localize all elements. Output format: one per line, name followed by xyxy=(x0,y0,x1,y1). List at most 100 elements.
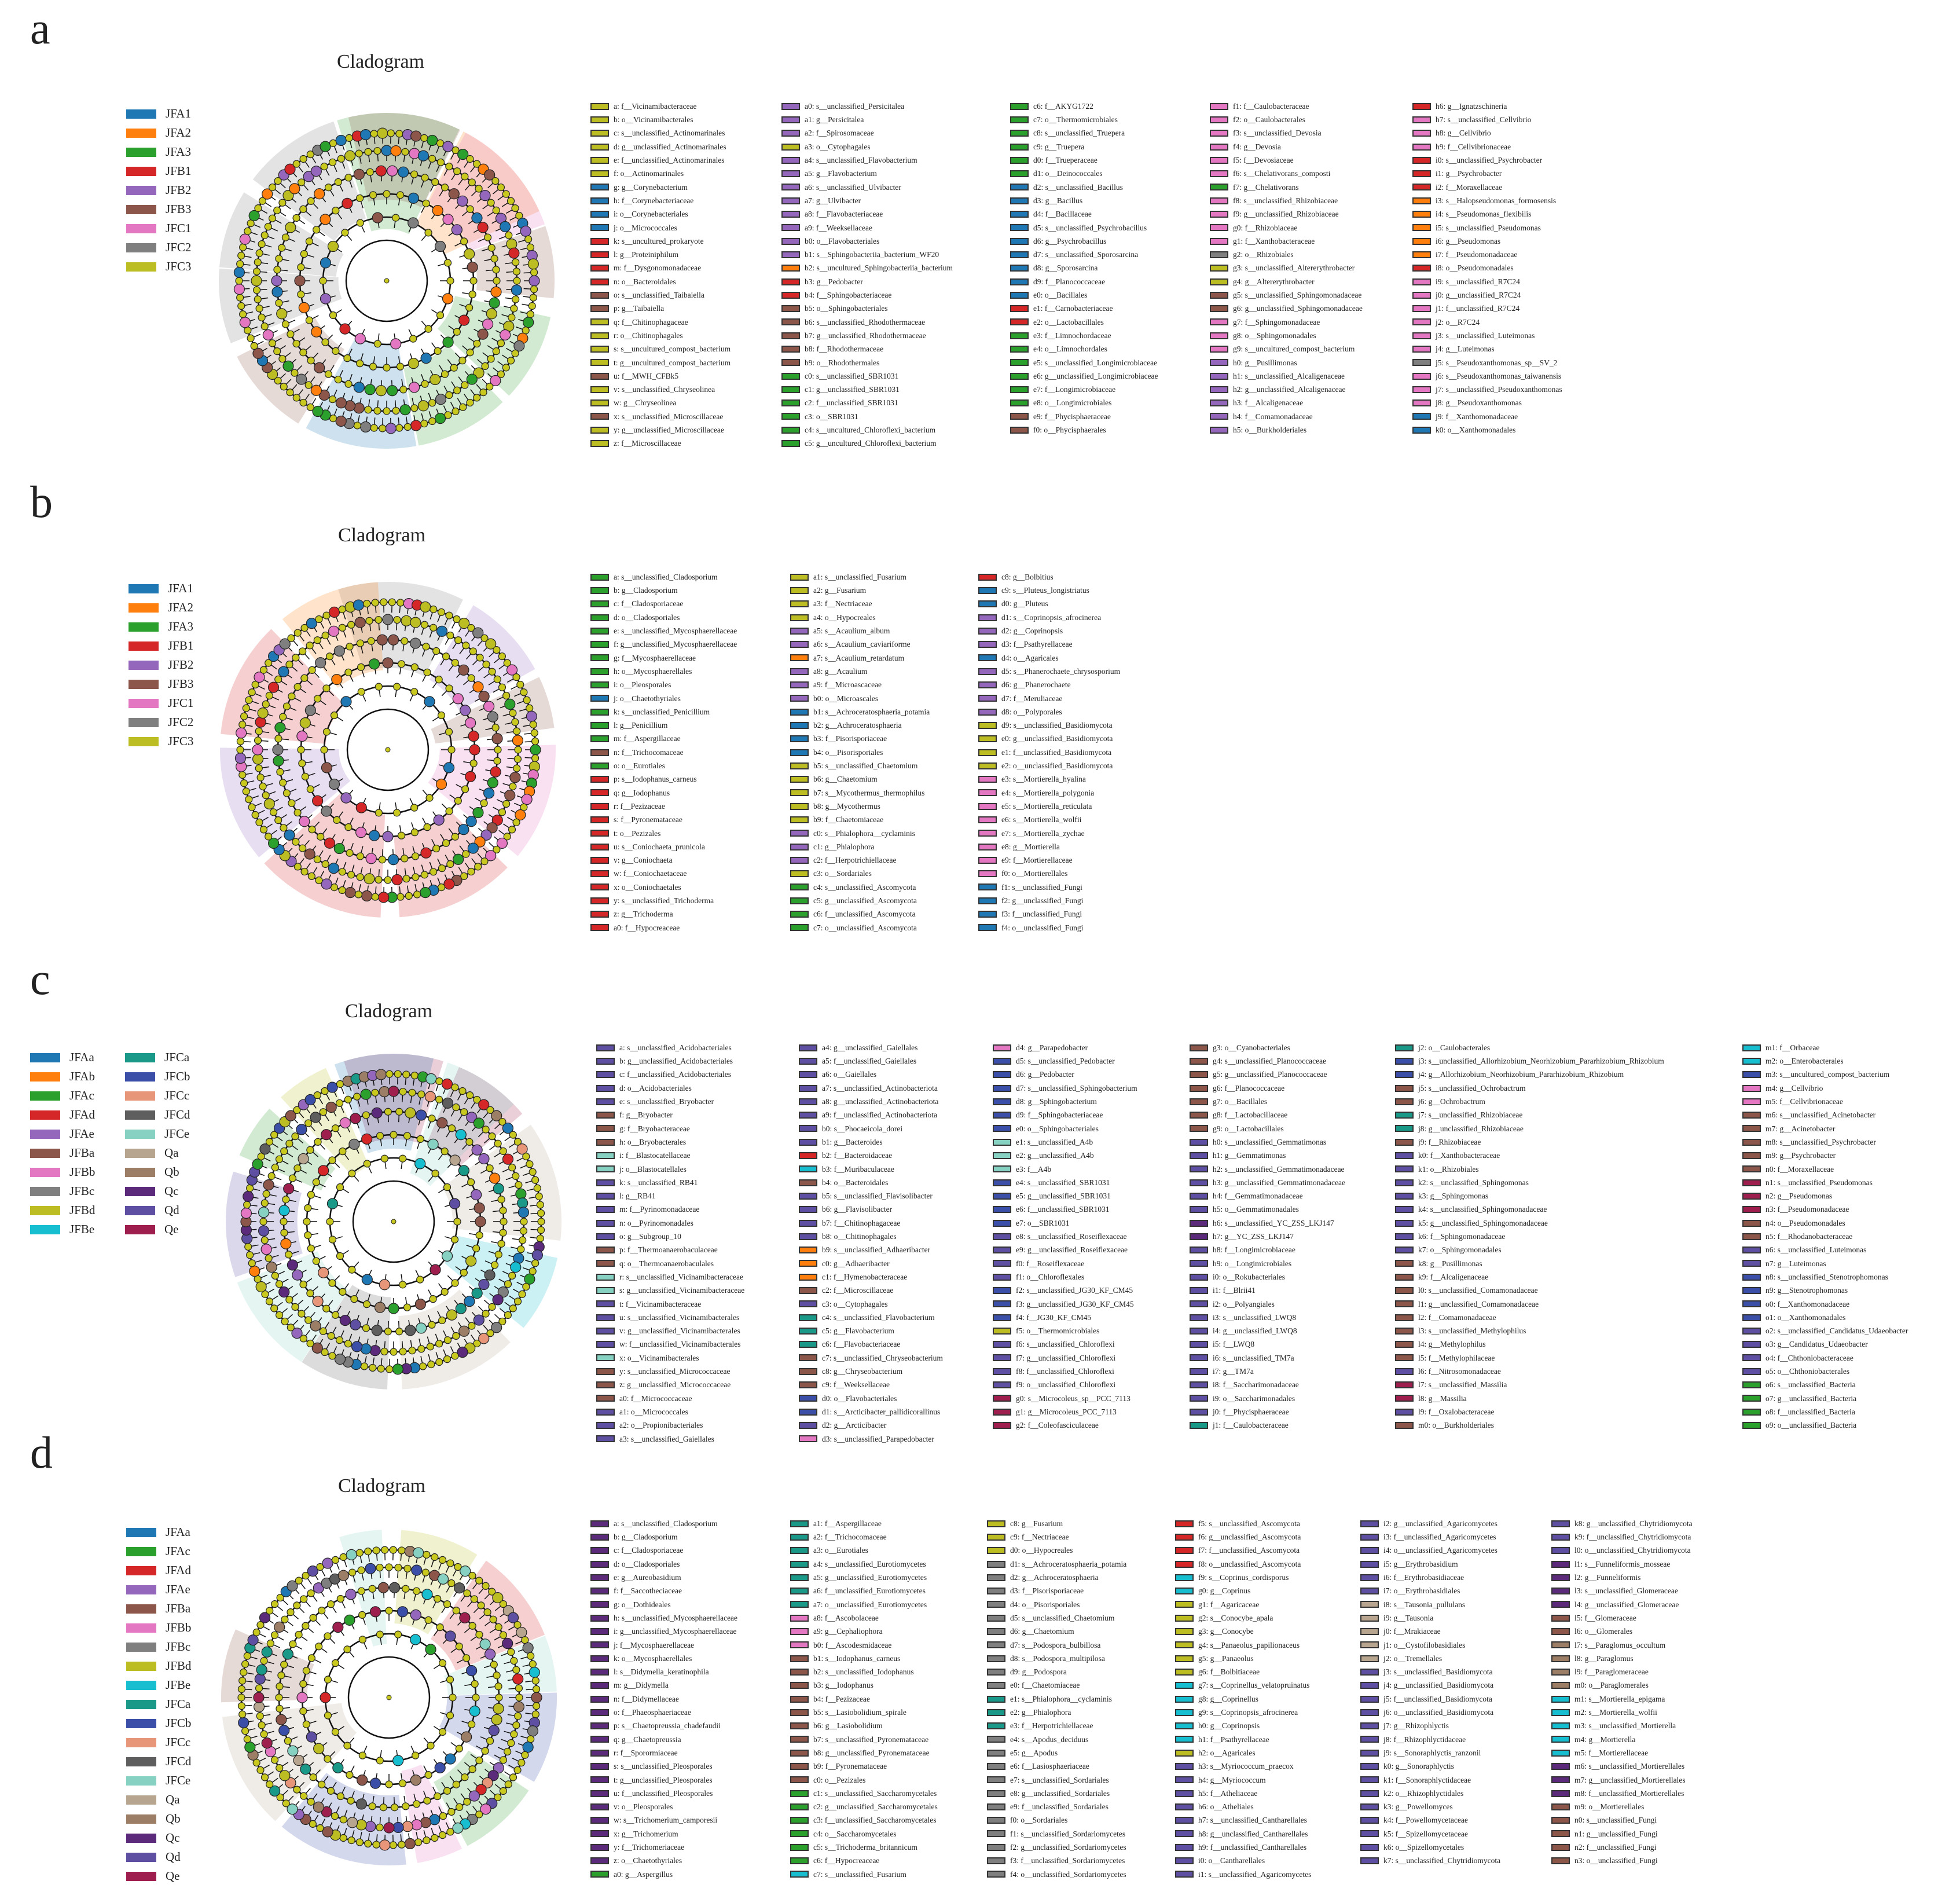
tree-node xyxy=(319,277,327,285)
tree-node xyxy=(529,720,537,729)
tree-node xyxy=(328,778,340,790)
tree-node xyxy=(288,692,296,701)
legend-label: JFAc xyxy=(166,1544,190,1558)
clade-swatch xyxy=(978,708,997,716)
clade-swatch xyxy=(1210,130,1228,137)
tree-node xyxy=(402,1821,413,1832)
clade-entry: f0: o__Phycisphaerales xyxy=(1010,423,1158,437)
tree-node xyxy=(514,1712,522,1720)
tree-node xyxy=(442,141,454,152)
clade-swatch xyxy=(1210,224,1228,232)
clade-label: n0: f__Moraxellaceae xyxy=(1766,1164,1834,1174)
clade-entry: c0: o__Pezizales xyxy=(790,1773,938,1787)
tree-node xyxy=(274,1621,285,1633)
tree-node xyxy=(451,833,459,841)
legend-swatch xyxy=(125,1205,155,1215)
clade-swatch xyxy=(993,1408,1011,1416)
tree-node xyxy=(425,1644,436,1655)
tree-node xyxy=(309,1773,317,1781)
clade-label: a5: f__unclassified_Gaiellales xyxy=(822,1057,917,1066)
tree-node xyxy=(438,1831,447,1839)
tree-node xyxy=(432,844,441,853)
tree-node xyxy=(304,1119,313,1127)
tree-node xyxy=(327,240,339,252)
tree-node xyxy=(499,1631,508,1639)
clade-swatch xyxy=(781,143,800,151)
tree-node xyxy=(489,297,500,309)
clade-swatch xyxy=(987,1601,1005,1608)
clade-swatch xyxy=(1412,224,1431,232)
tree-node xyxy=(482,1126,490,1134)
tree-node xyxy=(299,398,307,407)
tree-node xyxy=(345,1589,357,1600)
legend-swatch xyxy=(125,1053,155,1062)
tree-node xyxy=(385,1563,393,1571)
tree-node xyxy=(432,205,443,217)
clade-swatch xyxy=(1395,1395,1414,1402)
clade-label: j3: s__unclassified_Allorhizobium_Neorhi… xyxy=(1418,1057,1664,1066)
tree-node xyxy=(506,357,515,365)
clade-swatch xyxy=(1190,1125,1208,1132)
clade-label: e8: s__unclassified_Roseiflexaceae xyxy=(1016,1232,1127,1241)
clade-label: a7: s__Acaulium_retardatum xyxy=(813,653,905,662)
clade-swatch xyxy=(590,359,609,366)
tree-node xyxy=(478,1278,490,1291)
tree-node xyxy=(441,370,449,378)
panel-a: a Cladogram JFA1 JFA2 JFA3 JFB1 JFB2 JFB3 JFC1… xyxy=(0,0,1960,469)
clade-entry: l2: f__Comamonadaceae xyxy=(1395,1311,1664,1324)
clade-label: i0: o__Rokubacteriales xyxy=(1213,1272,1285,1281)
clade-entry: a7: s__unclassified_Actinobacteriota xyxy=(799,1082,943,1095)
tree-node xyxy=(259,1143,271,1155)
clade-label: g: g__Corynebacterium xyxy=(614,182,688,192)
clade-label: l7: s__Paraglomus_occultum xyxy=(1574,1640,1666,1649)
tree-node xyxy=(271,1163,279,1172)
clade-swatch xyxy=(1395,1125,1414,1132)
clade-label: q: g__Iodophanus xyxy=(614,788,670,797)
tree-node xyxy=(291,1132,299,1141)
clade-label: i6: g__Pseudomonas xyxy=(1436,236,1501,245)
tree-node xyxy=(356,873,364,881)
tree-node xyxy=(431,1553,439,1561)
tree-node xyxy=(480,857,489,866)
clade-swatch xyxy=(590,816,609,823)
tree-node xyxy=(387,129,395,137)
clade-label: h8: g__Cellvibrio xyxy=(1436,129,1491,138)
tree-node xyxy=(420,887,431,899)
clade-swatch xyxy=(1395,1152,1414,1160)
tree-node xyxy=(490,1660,498,1669)
legend-label: JFCe xyxy=(164,1127,190,1141)
tree-node xyxy=(344,1614,355,1626)
clade-swatch xyxy=(596,1084,615,1092)
clade-swatch xyxy=(1395,1138,1414,1146)
clade-swatch xyxy=(993,1381,1011,1389)
tree-node xyxy=(310,1320,321,1332)
tree-node xyxy=(428,1321,436,1329)
clade-swatch xyxy=(781,332,800,339)
clade-label: y: f__Trichomeriaceae xyxy=(614,1843,685,1852)
clade-entry: j5: s__Pseudoxanthomonas_sp__SV_2 xyxy=(1412,356,1562,369)
clade-label: d1: s__Arcticibacter_pallidicorallinus xyxy=(822,1407,941,1416)
clade-label: z: g__Trichoderma xyxy=(614,910,673,919)
clade-entry: g9: s__Coprinopsis_afrocinerea xyxy=(1175,1706,1311,1719)
clade-label: a: s__unclassified_Cladosporium xyxy=(614,1519,718,1528)
clade-label: e5: s__unclassified_Longimicrobiaceae xyxy=(1033,358,1158,367)
tree-node xyxy=(254,204,262,212)
clade-swatch xyxy=(590,345,609,353)
legend-label: JFCd xyxy=(166,1754,192,1768)
clade-entry: f9: o__unclassified_Chloroflexi xyxy=(993,1378,1137,1391)
clade-label: c1: g__Phialophora xyxy=(813,842,875,851)
clade-entry: n2: g__Pseudomonas xyxy=(1742,1189,1908,1203)
clade-swatch xyxy=(1412,143,1431,151)
clade-swatch xyxy=(790,614,809,621)
tree-node xyxy=(446,1309,458,1321)
tree-node xyxy=(267,681,280,693)
tree-node xyxy=(310,166,322,177)
clade-swatch xyxy=(1742,1165,1761,1173)
clade-swatch xyxy=(1190,1408,1208,1416)
clade-entry: k7: s__unclassified_Chytridiomycota xyxy=(1360,1854,1500,1867)
tree-node xyxy=(474,1202,485,1214)
tree-node xyxy=(445,1630,456,1642)
clade-highlight xyxy=(264,793,386,918)
clade-entry: j4: g__unclassified_Basidiomycota xyxy=(1360,1679,1500,1692)
clade-entry: e: g__Aureobasidium xyxy=(590,1571,737,1584)
